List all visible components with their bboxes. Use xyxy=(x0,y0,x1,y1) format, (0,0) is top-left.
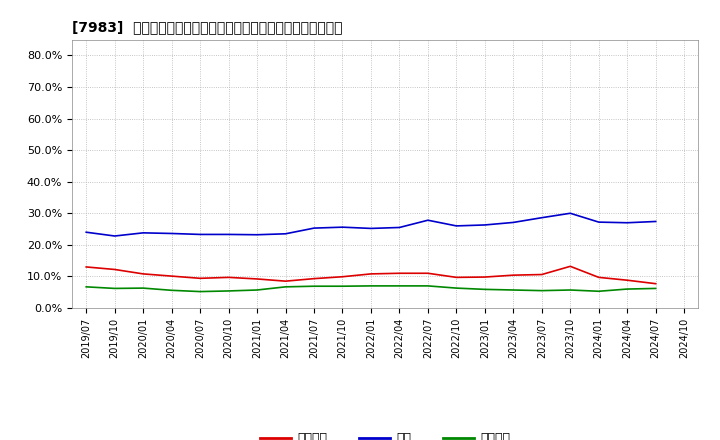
在庫 xyxy=(139,230,148,235)
買入債務 xyxy=(452,286,461,291)
在庫 xyxy=(82,230,91,235)
割上債権 xyxy=(652,281,660,286)
買入債務 xyxy=(253,287,261,293)
在庫 xyxy=(595,220,603,225)
Text: [7983]  割上債権、在庫、買入債務の総資産に対する比率の推移: [7983] 割上債権、在庫、買入債務の総資産に対する比率の推移 xyxy=(72,20,343,34)
買入債務 xyxy=(537,288,546,293)
在庫 xyxy=(423,217,432,223)
割上債権 xyxy=(310,276,318,281)
買入債務 xyxy=(566,287,575,293)
割上債権 xyxy=(282,279,290,284)
割上債権 xyxy=(139,271,148,276)
在庫 xyxy=(110,233,119,238)
割上債権 xyxy=(225,275,233,280)
割上債権 xyxy=(196,276,204,281)
割上債権 xyxy=(167,274,176,279)
買入債務 xyxy=(652,286,660,291)
割上債権 xyxy=(423,271,432,276)
買入債務 xyxy=(395,283,404,289)
買入債務 xyxy=(423,283,432,289)
在庫 xyxy=(196,232,204,237)
Line: 買入債務: 買入債務 xyxy=(86,286,656,292)
買入債務 xyxy=(225,288,233,293)
在庫 xyxy=(310,225,318,231)
在庫 xyxy=(366,226,375,231)
割上債権 xyxy=(366,271,375,276)
買入債務 xyxy=(366,283,375,289)
在庫 xyxy=(253,232,261,238)
在庫 xyxy=(282,231,290,236)
割上債権 xyxy=(452,275,461,280)
割上債権 xyxy=(395,271,404,276)
割上債権 xyxy=(623,278,631,283)
買入債務 xyxy=(480,287,489,292)
買入債務 xyxy=(509,287,518,293)
在庫 xyxy=(652,219,660,224)
割上債権 xyxy=(253,276,261,282)
割上債権 xyxy=(595,275,603,280)
在庫 xyxy=(509,220,518,225)
在庫 xyxy=(566,211,575,216)
在庫 xyxy=(225,232,233,237)
在庫 xyxy=(167,231,176,236)
買入債務 xyxy=(338,283,347,289)
買入債務 xyxy=(82,284,91,290)
割上債権 xyxy=(82,264,91,270)
在庫 xyxy=(452,223,461,228)
割上債権 xyxy=(110,267,119,272)
在庫 xyxy=(623,220,631,225)
在庫 xyxy=(338,224,347,230)
Line: 在庫: 在庫 xyxy=(86,213,656,236)
割上債権 xyxy=(338,274,347,279)
割上債権 xyxy=(566,264,575,269)
買入債務 xyxy=(282,284,290,290)
Line: 割上債権: 割上債権 xyxy=(86,266,656,284)
在庫 xyxy=(395,225,404,230)
買入債務 xyxy=(196,289,204,294)
割上債権 xyxy=(480,275,489,280)
割上債権 xyxy=(537,272,546,277)
割上債権 xyxy=(509,272,518,278)
Legend: 割上債権, 在庫, 買入債務: 割上債権, 在庫, 買入債務 xyxy=(255,427,516,440)
買入債務 xyxy=(110,286,119,291)
買入債務 xyxy=(167,288,176,293)
買入債務 xyxy=(623,286,631,292)
買入債務 xyxy=(595,289,603,294)
買入債務 xyxy=(139,286,148,291)
在庫 xyxy=(480,222,489,227)
在庫 xyxy=(537,215,546,220)
買入債務 xyxy=(310,283,318,289)
